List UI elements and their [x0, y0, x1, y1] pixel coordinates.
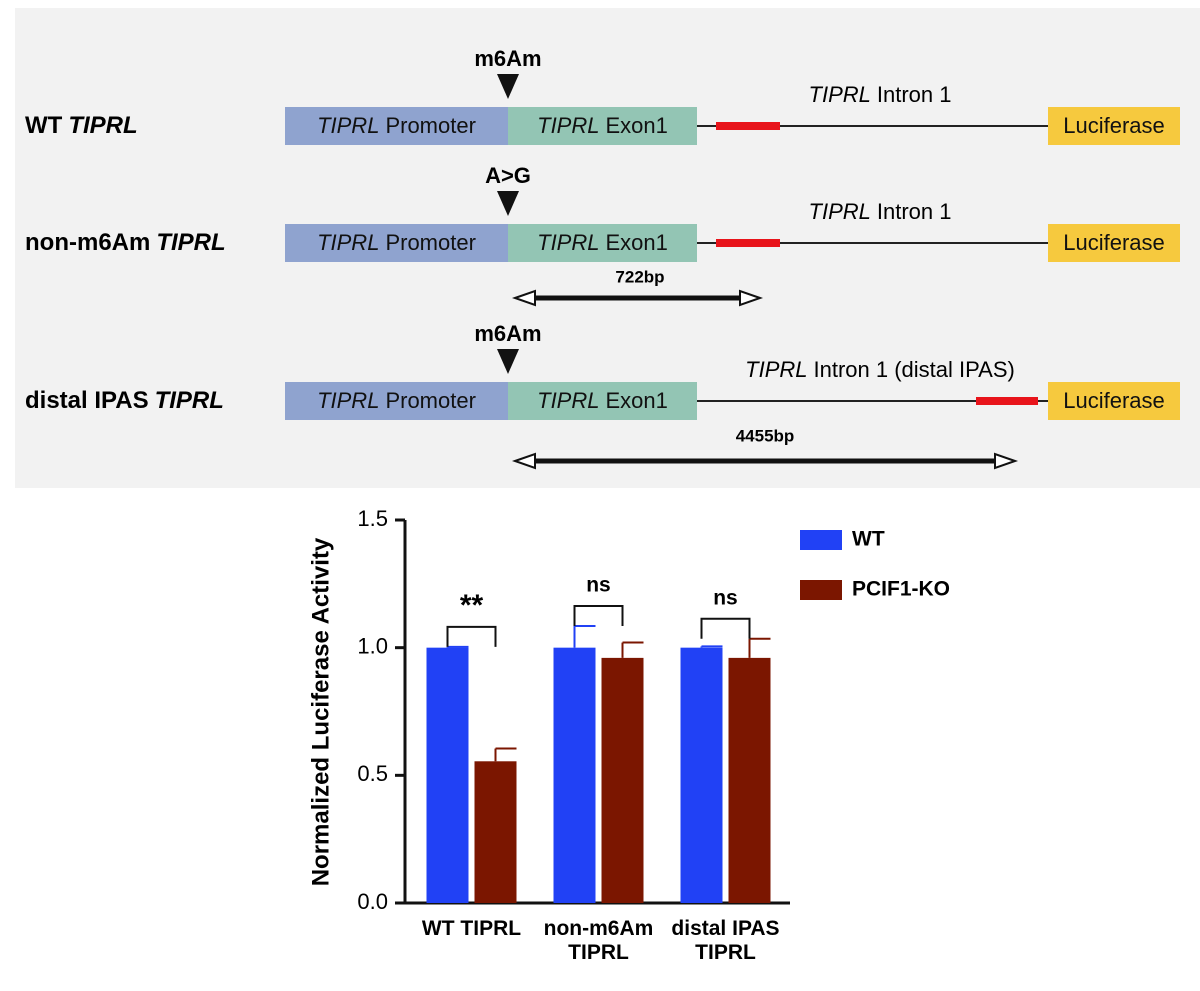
gene: TIPRL	[317, 388, 380, 413]
promoter-box: TIPRL Promoter	[285, 382, 508, 420]
site-label: A>G	[485, 163, 531, 188]
polyA-site	[716, 122, 780, 130]
bar	[728, 657, 771, 903]
legend-label: WT	[852, 528, 885, 551]
gene: TIPRL	[537, 388, 600, 413]
significance-label: ns	[586, 574, 611, 597]
intron-label: TIPRL Intron 1	[680, 199, 1080, 225]
polyA-site	[716, 239, 780, 247]
site-marker	[497, 74, 519, 99]
gene: TIPRL	[745, 357, 808, 382]
label: Promoter	[385, 113, 476, 138]
arrow-head	[511, 289, 536, 307]
bar	[601, 657, 644, 903]
y-tick-label: 1.0	[357, 633, 388, 658]
luciferase-box: Luciferase	[1048, 107, 1180, 145]
bar	[553, 647, 596, 903]
label: Intron 1	[876, 82, 952, 107]
promoter-box: TIPRL Promoter	[285, 224, 508, 262]
label: Promoter	[385, 230, 476, 255]
label: Exon1	[605, 230, 668, 255]
site-label: m6Am	[474, 46, 542, 71]
significance-label: ns	[713, 586, 738, 609]
significance-bracket	[446, 625, 497, 647]
luciferase-box: Luciferase	[1048, 382, 1180, 420]
exon-box: TIPRL Exon1	[508, 382, 697, 420]
y-tick-label: 0.5	[357, 761, 388, 786]
y-tick-label: 0.0	[357, 889, 388, 914]
gene: TIPRL	[537, 230, 600, 255]
y-tick-label: 1.5	[357, 506, 388, 531]
construct-name: distal IPAS TIPRL	[25, 387, 224, 415]
bar	[426, 647, 469, 903]
site-marker	[497, 191, 519, 216]
legend-swatch	[800, 580, 842, 600]
site-marker	[497, 349, 519, 374]
construct-name: WT TIPRL	[25, 112, 138, 140]
intron-label: TIPRL Intron 1	[680, 82, 1080, 108]
label: Intron 1 (distal IPAS)	[813, 357, 1015, 382]
significance-label: **	[460, 589, 484, 622]
name-gene: TIPRL	[156, 229, 226, 256]
distance-label: 722bp	[615, 267, 664, 286]
name-text: non-m6Am	[25, 229, 151, 256]
gene: TIPRL	[808, 199, 871, 224]
significance-bracket	[573, 604, 624, 626]
label: Intron 1	[876, 199, 952, 224]
distance-label: 4455bp	[736, 426, 795, 445]
exon-box: TIPRL Exon1	[508, 107, 697, 145]
gene: TIPRL	[537, 113, 600, 138]
legend-swatch	[800, 530, 842, 550]
exon-box: TIPRL Exon1	[508, 224, 697, 262]
promoter-box: TIPRL Promoter	[285, 107, 508, 145]
luciferase-box: Luciferase	[1048, 224, 1180, 262]
y-axis-label: Normalized Luciferase Activity	[307, 537, 334, 886]
label: Promoter	[385, 388, 476, 413]
x-tick-label: non-m6Am TIPRL	[543, 917, 654, 964]
name-text: distal IPAS	[25, 387, 149, 414]
site-label: m6Am	[474, 321, 542, 346]
gene: TIPRL	[808, 82, 871, 107]
arrow-head	[511, 452, 536, 470]
arrow-head	[739, 289, 764, 307]
construct-name: non-m6Am TIPRL	[25, 229, 226, 257]
x-tick-label: WT TIPRL	[421, 917, 522, 940]
significance-bracket	[700, 617, 751, 639]
bar	[474, 761, 517, 903]
intron-label: TIPRL Intron 1 (distal IPAS)	[680, 357, 1080, 383]
name-text: WT	[25, 112, 63, 139]
legend-label: PCIF1-KO	[852, 578, 950, 601]
polyA-site	[976, 397, 1038, 405]
arrow-head	[994, 452, 1019, 470]
gene: TIPRL	[317, 113, 380, 138]
name-gene: TIPRL	[68, 112, 138, 139]
name-gene: TIPRL	[154, 387, 224, 414]
label: Exon1	[605, 113, 668, 138]
gene: TIPRL	[317, 230, 380, 255]
bar	[680, 647, 723, 903]
label: Exon1	[605, 388, 668, 413]
x-tick-label: distal IPAS TIPRL	[671, 917, 780, 964]
